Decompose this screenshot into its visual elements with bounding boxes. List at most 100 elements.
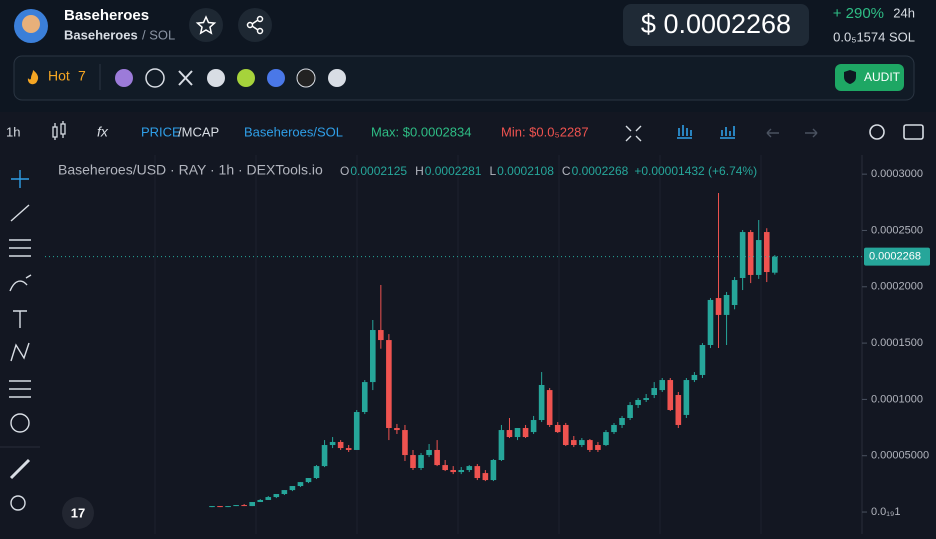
- undo-icon[interactable]: [766, 128, 779, 138]
- fullscreen-icon[interactable]: [625, 125, 642, 142]
- candle-body: [329, 441, 336, 446]
- avatar-face: [22, 15, 40, 33]
- ohlc-label: L: [489, 164, 496, 178]
- measure-tool[interactable]: [9, 458, 31, 480]
- candle-body: [426, 449, 432, 456]
- cmc-link[interactable]: [267, 69, 285, 87]
- emoji-tool[interactable]: [10, 413, 30, 433]
- y-tick-label: 0.00005000: [871, 450, 929, 462]
- brush-tool[interactable]: [9, 274, 32, 292]
- tv-logo: [62, 497, 94, 529]
- price-toggle[interactable]: PRICE: [141, 124, 181, 139]
- candle-body: [715, 298, 722, 315]
- zoom-tool[interactable]: [10, 495, 26, 511]
- candle-body: [747, 232, 754, 275]
- coingecko-link[interactable]: [237, 69, 255, 87]
- y-tick-label: 0.0001000: [871, 393, 923, 405]
- star-icon: [195, 15, 217, 35]
- favorite-button[interactable]: [189, 8, 223, 42]
- candle-body: [305, 478, 312, 483]
- x-link[interactable]: [178, 70, 193, 86]
- website-link[interactable]: [145, 68, 165, 88]
- candle-body: [345, 448, 352, 450]
- candle-body: [249, 502, 255, 507]
- explorer-link[interactable]: [296, 68, 316, 88]
- text-tool[interactable]: [13, 310, 27, 328]
- audit-icon: [844, 70, 856, 84]
- candle-body: [691, 374, 698, 381]
- candle-type-icon[interactable]: [52, 121, 66, 140]
- share-icon: [246, 15, 264, 35]
- candle-body: [530, 420, 537, 433]
- change-period: 24h: [893, 5, 915, 20]
- pair-toggle[interactable]: Baseheroes/SOL: [244, 124, 343, 139]
- ohlc-change: +0.00001432 (+6.74%): [634, 164, 757, 178]
- pattern-tool[interactable]: [10, 342, 30, 362]
- candle-body: [281, 490, 288, 495]
- y-tick-label: 0.0₁₉1: [871, 506, 900, 518]
- chart: Baseheroes/USD · RAY · 1h · DEXTools.io …: [45, 155, 930, 534]
- candle-body: [603, 432, 609, 446]
- candle-body: [611, 424, 617, 433]
- candle-body: [225, 506, 231, 508]
- candle-body: [699, 345, 706, 375]
- candle-body: [772, 256, 778, 273]
- telegram-link[interactable]: [207, 69, 225, 87]
- candle-body: [257, 499, 264, 503]
- settings-icon[interactable]: [869, 124, 885, 140]
- last-price-tag: [864, 247, 930, 266]
- mcap-toggle[interactable]: /MCAP: [178, 124, 219, 139]
- indicators-icon[interactable]: fx: [97, 124, 109, 140]
- solana-link[interactable]: [115, 69, 133, 87]
- ohlc-label: H: [415, 164, 424, 178]
- candle-body: [627, 405, 633, 418]
- price: $ 0.0002268: [641, 9, 791, 39]
- y-tick-label: 0.0002000: [871, 281, 923, 293]
- info-bar: [13, 55, 915, 101]
- candle-body: [755, 240, 762, 275]
- candle-body: [434, 449, 440, 466]
- interval[interactable]: 1h: [6, 124, 20, 139]
- prediction-tool[interactable]: [9, 380, 31, 398]
- screenshot-icon[interactable]: [903, 124, 924, 140]
- candle-body: [394, 428, 400, 431]
- crosshair-tool[interactable]: [11, 170, 29, 188]
- candle-body: [707, 299, 714, 346]
- candle-body: [386, 340, 392, 429]
- max-price: Max: $0.0002834: [371, 124, 471, 139]
- candle-body: [410, 455, 416, 468]
- bars-icon[interactable]: [677, 125, 692, 139]
- candle-body: [233, 505, 239, 507]
- candle-body: [619, 417, 625, 425]
- candle-body: [514, 428, 521, 438]
- volume-icon[interactable]: [720, 126, 735, 139]
- candle-body: [659, 380, 666, 391]
- candle-body: [297, 482, 304, 487]
- candle-body: [370, 330, 376, 383]
- social-links: [115, 68, 346, 88]
- redo-icon[interactable]: [805, 128, 818, 138]
- candle-body: [554, 424, 561, 433]
- share-button[interactable]: [238, 8, 272, 42]
- candle-body: [571, 440, 577, 446]
- fib-tool[interactable]: [9, 239, 31, 257]
- candle-body: [217, 506, 223, 508]
- candle-body: [209, 506, 215, 508]
- candle-body: [635, 399, 641, 406]
- price-box: [623, 4, 809, 46]
- candle-body: [739, 232, 746, 278]
- candle-body: [562, 424, 569, 446]
- trendline-tool[interactable]: [10, 204, 30, 222]
- candle-body: [506, 430, 513, 438]
- candle-body: [579, 440, 585, 446]
- price-change: + 290%: [833, 5, 884, 22]
- candle-body: [265, 497, 272, 500]
- ohlc-value: 0.0002281: [425, 164, 482, 178]
- hot-rank: 7: [78, 68, 86, 84]
- candle-body: [289, 486, 296, 491]
- audit-label: AUDIT: [864, 70, 901, 84]
- more-link[interactable]: [328, 69, 346, 87]
- candle-body: [763, 232, 770, 273]
